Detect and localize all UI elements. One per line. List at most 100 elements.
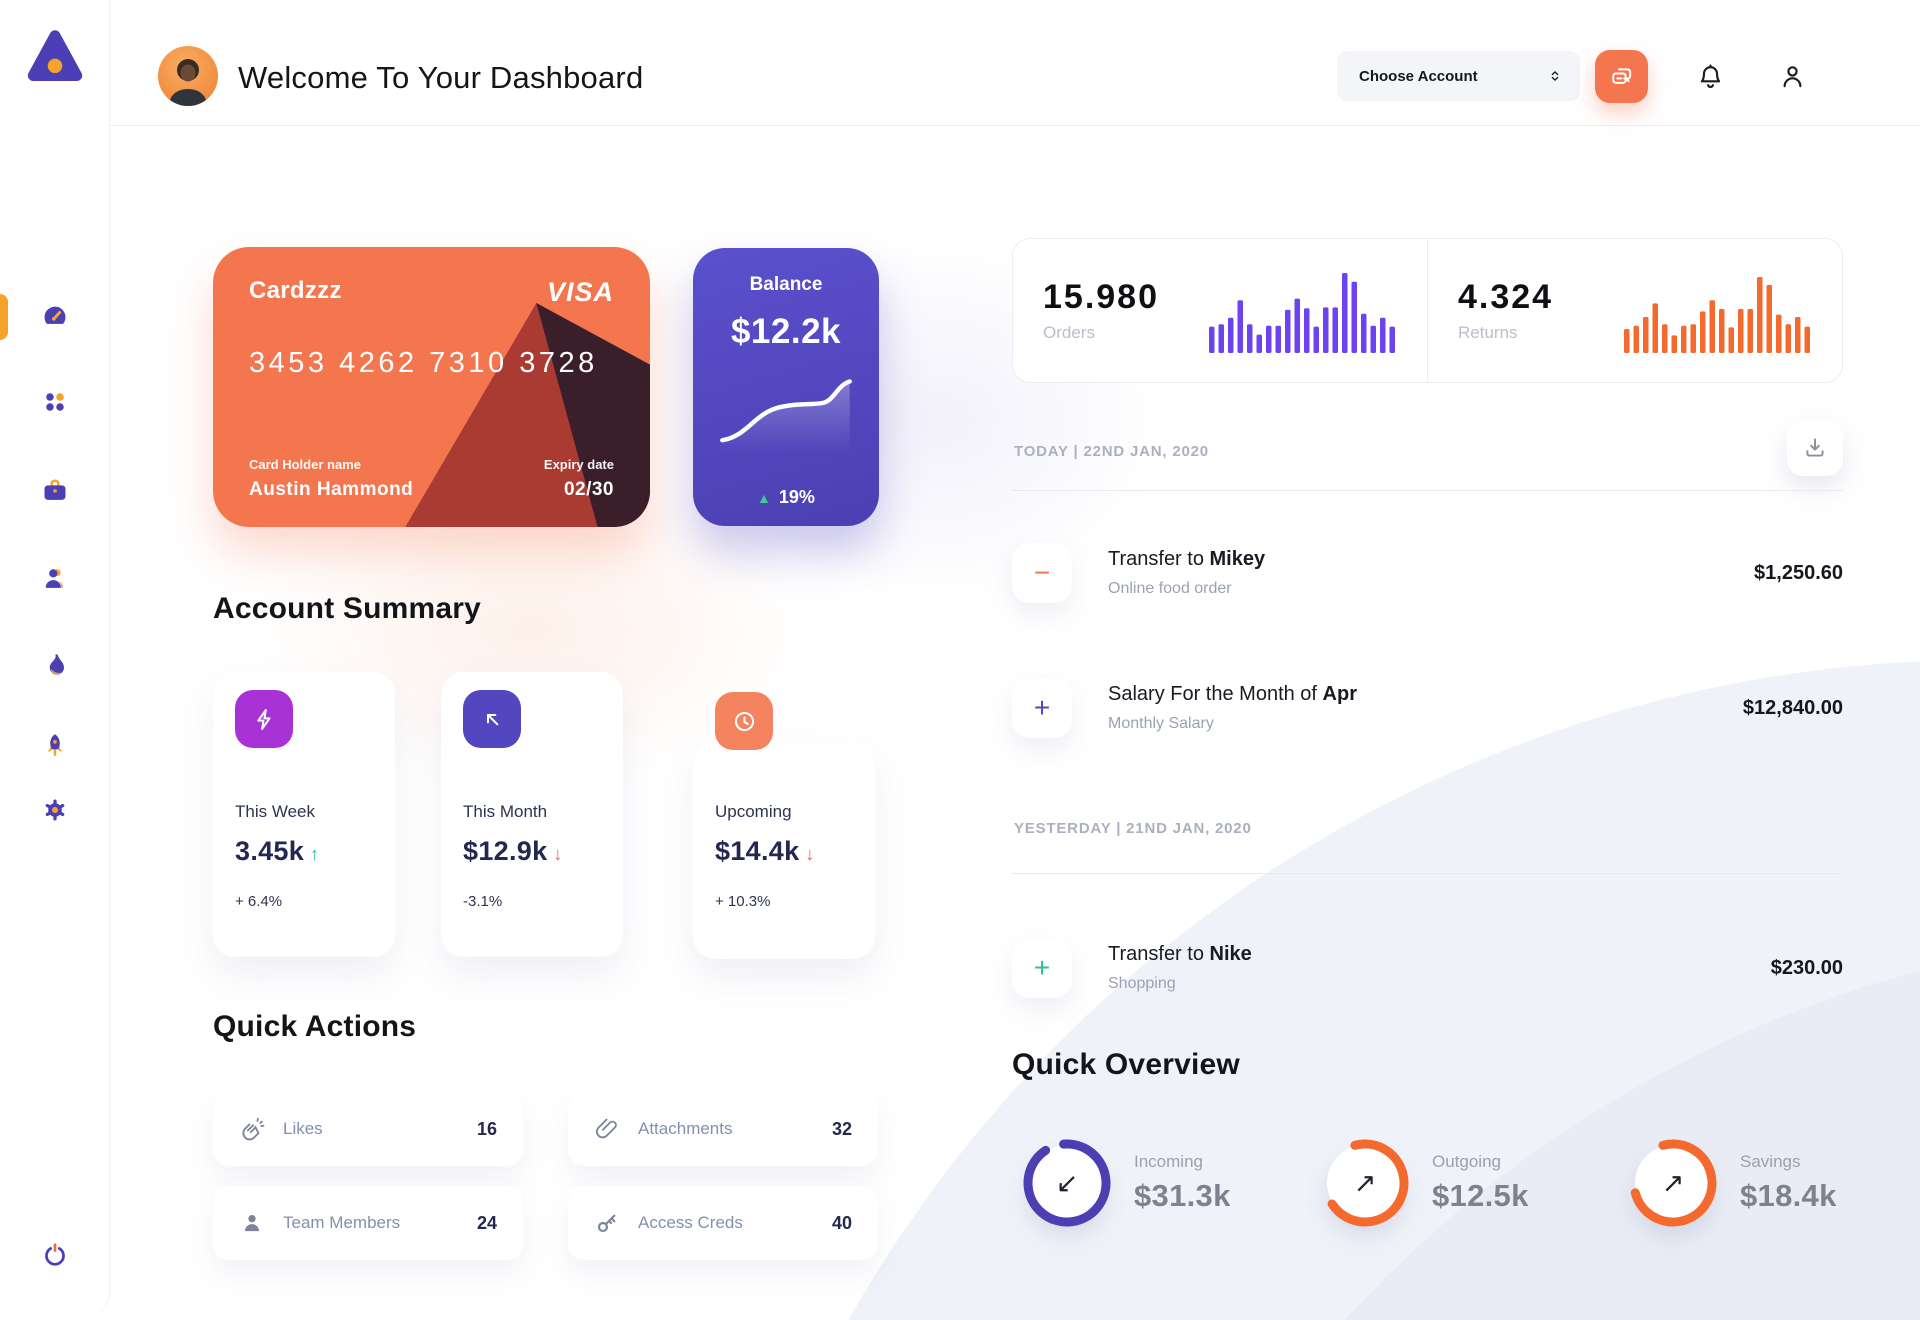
sidebar-item-dashboard[interactable] — [41, 302, 69, 330]
transaction-row-nike[interactable]: + Transfer to Nike Shopping $230.00 — [1012, 938, 1843, 998]
returns-label: Returns — [1458, 323, 1518, 342]
sidebar-item-settings[interactable] — [41, 796, 69, 824]
balance-label: Balance — [749, 274, 823, 295]
transaction-amount: $230.00 — [1770, 956, 1843, 979]
card-number: 3453 4262 7310 3728 — [249, 347, 598, 379]
returns-value: 4.324 — [1458, 278, 1554, 316]
overview-incoming: ↙ Incoming $31.3k — [1020, 1136, 1231, 1230]
triangle-logo-icon — [27, 30, 83, 81]
sidebar-item-activity[interactable] — [41, 651, 69, 679]
transaction-title: Transfer to Nike — [1108, 943, 1252, 965]
orders-stat: 15.980 Orders — [1013, 239, 1427, 382]
key-icon — [597, 1214, 616, 1233]
quick-action-count: 40 — [831, 1212, 852, 1233]
divider — [1012, 490, 1843, 491]
logout-button[interactable] — [41, 1241, 69, 1269]
briefcase-icon — [44, 479, 66, 500]
outgoing-ring: ↗ — [1318, 1136, 1412, 1230]
card-expiry-label: Expiry date — [543, 457, 614, 472]
summary-delta: + 10.3% — [715, 893, 771, 910]
zap-icon — [235, 690, 293, 748]
balance-card: Balance $12.2k ▲ 19% — [693, 248, 879, 526]
summary-card-this-month: This Month $12.9k ↓ -3.1% — [441, 672, 623, 957]
sidebar-item-launch[interactable] — [41, 731, 69, 759]
transaction-row-salary[interactable]: + Salary For the Month of Apr Monthly Sa… — [1012, 678, 1843, 738]
arrow-up-left-icon — [463, 690, 521, 748]
avatar-photo — [168, 59, 208, 106]
quick-action-count: 24 — [476, 1212, 497, 1233]
overview-label: Savings — [1740, 1152, 1801, 1171]
sidebar-item-work[interactable] — [41, 476, 69, 504]
quick-action-count: 16 — [476, 1118, 497, 1139]
transaction-subtitle: Monthly Salary — [1108, 715, 1214, 732]
quick-action-label: Team Members — [283, 1213, 401, 1232]
trend-down-icon: ↓ — [553, 844, 563, 864]
overview-value: $31.3k — [1134, 1178, 1231, 1213]
overview-value: $12.5k — [1432, 1178, 1529, 1213]
choose-account-select[interactable]: Choose Account — [1337, 51, 1580, 101]
quick-action-label: Likes — [283, 1119, 323, 1138]
quick-action-attachments[interactable]: Attachments 32 — [568, 1092, 878, 1166]
plus-icon: + — [1012, 678, 1072, 738]
card-expiry-block: Expiry date 02/30 — [544, 457, 614, 501]
notifications-button[interactable] — [1696, 62, 1725, 91]
summary-delta: -3.1% — [463, 893, 503, 910]
overview-outgoing: ↗ Outgoing $12.5k — [1318, 1136, 1529, 1230]
returns-bar-chart — [1624, 276, 1810, 353]
transaction-row-mikey[interactable]: − Transfer to Mikey Online food order $1… — [1012, 543, 1843, 603]
sidebar-item-team[interactable] — [41, 564, 69, 592]
clap-icon — [242, 1117, 265, 1141]
overview-value: $18.4k — [1740, 1178, 1837, 1213]
savings-ring: ↗ — [1626, 1136, 1720, 1230]
orders-label: Orders — [1043, 323, 1095, 342]
active-nav-indicator — [0, 294, 8, 340]
messages-button[interactable] — [1595, 50, 1648, 103]
trend-up-icon: ↑ — [310, 844, 320, 864]
choose-account-label: Choose Account — [1359, 67, 1478, 85]
incoming-ring: ↙ — [1020, 1136, 1114, 1230]
bell-icon — [1700, 64, 1721, 88]
balance-change-value: 19% — [778, 487, 815, 507]
divider — [1012, 873, 1843, 874]
arrow-up-right-icon: ↗ — [1353, 1167, 1377, 1198]
apps-grid-icon — [46, 393, 64, 411]
quick-action-label: Attachments — [638, 1119, 733, 1138]
rocket-icon — [47, 734, 63, 756]
summary-delta: + 6.4% — [235, 893, 283, 910]
quick-action-likes[interactable]: Likes 16 — [213, 1092, 523, 1166]
summary-card-upcoming: Upcoming $14.4k ↓ + 10.3% — [693, 692, 875, 959]
quick-action-team-members[interactable]: Team Members 24 — [213, 1186, 523, 1260]
quick-overview-title: Quick Overview — [1012, 1048, 1240, 1081]
quick-action-access-creds[interactable]: Access Creds 40 — [568, 1186, 878, 1260]
paperclip-icon — [596, 1118, 617, 1139]
quick-action-count: 32 — [831, 1118, 852, 1139]
member-icon — [244, 1214, 260, 1232]
up-arrow-icon: ▲ — [757, 490, 771, 506]
user-avatar[interactable] — [158, 46, 218, 106]
power-icon — [45, 1243, 65, 1266]
orders-value: 15.980 — [1043, 278, 1159, 316]
sidebar — [0, 0, 110, 1320]
balance-sparkline — [720, 379, 852, 452]
transaction-amount: $1,250.60 — [1754, 561, 1843, 584]
sidebar-item-apps[interactable] — [41, 388, 69, 416]
chevron-updown-icon — [1551, 71, 1559, 81]
app-logo[interactable] — [26, 26, 84, 84]
orders-bar-chart — [1209, 272, 1395, 353]
summary-card-this-week: This Week 3.45k ↑ + 6.4% — [213, 672, 395, 957]
stats-card: 15.980 Orders 4.324 Returns — [1012, 238, 1843, 383]
clock-icon — [715, 692, 773, 750]
plus-icon: + — [1012, 938, 1072, 998]
summary-label: This Week — [235, 802, 315, 821]
date-header-today: TODAY | 22ND JAN, 2020 — [1014, 443, 1209, 460]
card-holder-name: Austin Hammond — [249, 479, 414, 500]
download-button[interactable] — [1787, 420, 1843, 476]
overview-savings: ↗ Savings $18.4k — [1626, 1136, 1837, 1230]
date-header-yesterday: YESTERDAY | 21ND JAN, 2020 — [1014, 820, 1252, 837]
top-header: Welcome To Your Dashboard Choose Account — [110, 0, 1920, 126]
minus-icon: − — [1012, 543, 1072, 603]
card-expiry-value: 02/30 — [563, 479, 614, 500]
profile-button[interactable] — [1778, 62, 1807, 91]
summary-value: $14.4k ↓ — [715, 836, 815, 866]
